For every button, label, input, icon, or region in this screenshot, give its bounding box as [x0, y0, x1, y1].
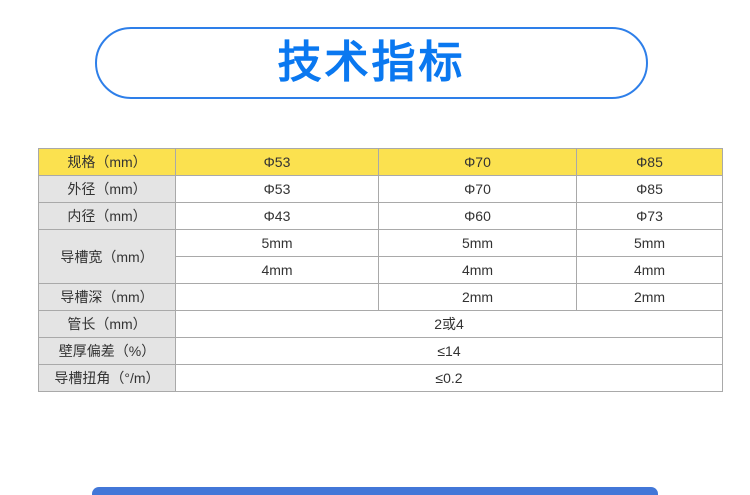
table-row: 内径（mm） Φ43 Φ60 Φ73 — [38, 202, 723, 230]
row-label: 导槽宽（mm） — [38, 229, 176, 284]
row-label: 管长（mm） — [38, 310, 176, 338]
table-row: 壁厚偏差（%） ≤14 — [38, 337, 723, 365]
table-cell: Φ53 — [175, 148, 379, 176]
table-header-row: 规格（mm） Φ53 Φ70 Φ85 — [38, 148, 723, 176]
row-label: 外径（mm） — [38, 175, 176, 203]
row-label: 导槽深（mm） — [38, 283, 176, 311]
row-label: 规格（mm） — [38, 148, 176, 176]
table-row: 外径（mm） Φ53 Φ70 Φ85 — [38, 175, 723, 203]
table-cell: Φ70 — [378, 148, 577, 176]
table-cell: Φ73 — [576, 202, 723, 230]
table-cell: Φ60 — [378, 202, 577, 230]
table-cell: 4mm — [378, 256, 577, 284]
table-cell: 2mm — [576, 283, 723, 311]
row-label: 内径（mm） — [38, 202, 176, 230]
table-cell: Φ53 — [175, 175, 379, 203]
page-title: 技术指标 — [277, 38, 466, 87]
table-cell: Φ85 — [576, 175, 723, 203]
table-cell: 2mm — [378, 283, 577, 311]
table-row: 管长（mm） 2或4 — [38, 310, 723, 338]
table-cell: ≤0.2 — [175, 364, 723, 392]
table-row: 导槽深（mm） 2mm 2mm — [38, 283, 723, 311]
table-row: 导槽扭角（°/m） ≤0.2 — [38, 364, 723, 392]
table-cell: 5mm — [175, 229, 379, 257]
row-label: 导槽扭角（°/m） — [38, 364, 176, 392]
table-cell: Φ85 — [576, 148, 723, 176]
next-section-pill-edge — [92, 487, 658, 495]
table-cell: Φ43 — [175, 202, 379, 230]
table-cell: 5mm — [378, 229, 577, 257]
section-title-pill: 技术指标 — [95, 27, 648, 99]
table-cell: Φ70 — [378, 175, 577, 203]
table-cell: ≤14 — [175, 337, 723, 365]
table-cell: 2或4 — [175, 310, 723, 338]
row-label: 壁厚偏差（%） — [38, 337, 176, 365]
table-row: 4mm 4mm 4mm — [39, 256, 723, 284]
table-row: 导槽宽（mm） 5mm 5mm 5mm — [38, 229, 723, 284]
table-cell: 4mm — [175, 256, 379, 284]
table-cell: 5mm — [576, 229, 723, 257]
table-cell — [175, 283, 379, 311]
spec-table: 规格（mm） Φ53 Φ70 Φ85 外径（mm） Φ53 Φ70 Φ85 内径… — [38, 148, 723, 392]
table-cell: 4mm — [576, 256, 723, 284]
